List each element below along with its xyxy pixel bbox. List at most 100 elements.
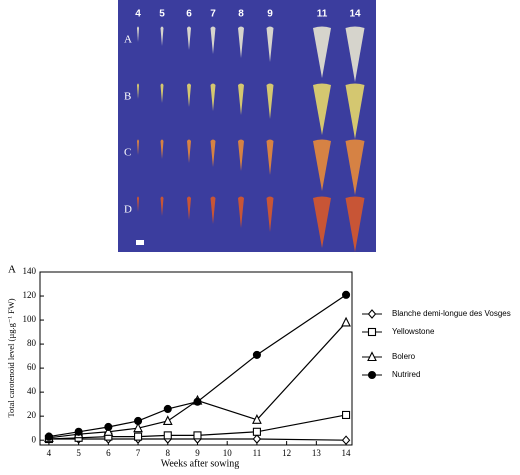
root xyxy=(160,139,164,159)
y-tick-label: 140 xyxy=(23,266,37,276)
root xyxy=(313,26,331,78)
point xyxy=(44,432,53,441)
x-tick-label: 12 xyxy=(282,448,291,458)
root xyxy=(266,26,274,62)
legend-marker xyxy=(367,370,377,380)
series-line xyxy=(48,414,347,440)
root xyxy=(210,196,216,224)
legend-label: Yellowstone xyxy=(392,327,435,336)
point xyxy=(252,427,261,436)
y-tick-label: 20 xyxy=(27,410,37,420)
x-tick-label: 8 xyxy=(166,448,171,458)
root xyxy=(313,139,331,191)
x-tick-label: 14 xyxy=(342,448,352,458)
root xyxy=(313,196,331,248)
photo-row-label: A xyxy=(124,34,132,46)
root xyxy=(210,139,216,167)
root xyxy=(345,196,365,252)
photo-column-label: 4 xyxy=(135,9,141,20)
panel-label: A xyxy=(8,264,16,276)
photo-row-label: C xyxy=(124,147,131,159)
x-tick-label: 11 xyxy=(253,448,262,458)
root xyxy=(137,83,139,99)
photo-panel xyxy=(118,0,376,252)
root xyxy=(160,196,164,216)
root xyxy=(187,26,191,50)
series-line xyxy=(48,322,347,439)
root xyxy=(187,139,191,163)
x-tick-label: 13 xyxy=(312,448,322,458)
root xyxy=(160,83,164,103)
root xyxy=(345,26,365,82)
root xyxy=(137,139,139,155)
plot-frame xyxy=(39,271,353,446)
y-tick-label: 40 xyxy=(27,386,37,396)
y-tick-label: 80 xyxy=(27,338,37,348)
point xyxy=(341,316,351,327)
point xyxy=(252,350,261,359)
x-tick-label: 7 xyxy=(136,448,141,458)
root xyxy=(313,83,331,135)
point xyxy=(163,404,172,414)
point xyxy=(133,422,143,433)
x-axis-label: Weeks after sowing xyxy=(161,458,240,469)
photo-row-label: D xyxy=(124,204,132,216)
photo-column-label: 6 xyxy=(186,9,192,20)
point xyxy=(162,415,173,426)
legend-marker xyxy=(367,309,377,319)
series-line xyxy=(48,294,347,438)
x-tick-label: 5 xyxy=(76,448,81,458)
photo-column-label: 8 xyxy=(238,9,244,20)
photo-column-label: 7 xyxy=(210,9,216,20)
x-tick-label: 4 xyxy=(47,448,52,458)
y-tick-label: 60 xyxy=(27,362,37,372)
scale-bar xyxy=(136,240,144,245)
root xyxy=(137,196,139,212)
x-tick-label: 10 xyxy=(223,448,233,458)
point xyxy=(104,422,113,432)
point xyxy=(342,410,351,420)
photo-column-label: 11 xyxy=(317,9,328,20)
root xyxy=(266,139,274,175)
point xyxy=(193,431,202,440)
legend-marker xyxy=(367,351,377,362)
y-tick-label: 100 xyxy=(23,314,37,324)
root xyxy=(238,139,244,171)
point xyxy=(252,434,262,444)
y-tick-label: 120 xyxy=(23,290,37,300)
point xyxy=(134,416,143,426)
point xyxy=(252,414,262,424)
point xyxy=(163,431,172,440)
root xyxy=(345,139,365,195)
root xyxy=(210,26,216,54)
y-axis-label: Total carotenoid level (µg.g⁻¹ FW) xyxy=(6,298,16,417)
x-tick-label: 9 xyxy=(195,448,200,458)
legend-marker xyxy=(367,327,377,337)
point xyxy=(193,397,202,406)
root xyxy=(266,196,274,232)
photo-row-label: B xyxy=(124,91,131,103)
y-tick-label: 0 xyxy=(32,434,37,444)
root xyxy=(238,83,244,115)
root xyxy=(238,196,244,228)
photo-column-label: 5 xyxy=(159,9,165,20)
series-line xyxy=(48,438,347,441)
root xyxy=(345,83,365,139)
root xyxy=(137,26,139,42)
root xyxy=(187,83,191,107)
root xyxy=(187,196,191,220)
root xyxy=(160,26,164,46)
point xyxy=(134,432,143,441)
legend-label: Nutrired xyxy=(392,370,420,379)
photo-column-label: 14 xyxy=(349,9,361,20)
photo-column-label: 9 xyxy=(267,9,273,20)
x-tick-label: 6 xyxy=(106,448,111,458)
point xyxy=(341,435,351,446)
point xyxy=(103,426,114,436)
legend-label: Blanche demi-longue des Vosges xyxy=(392,309,511,318)
root xyxy=(266,83,274,119)
root xyxy=(238,26,244,58)
point xyxy=(74,427,83,436)
legend-label: Bolero xyxy=(392,352,416,361)
